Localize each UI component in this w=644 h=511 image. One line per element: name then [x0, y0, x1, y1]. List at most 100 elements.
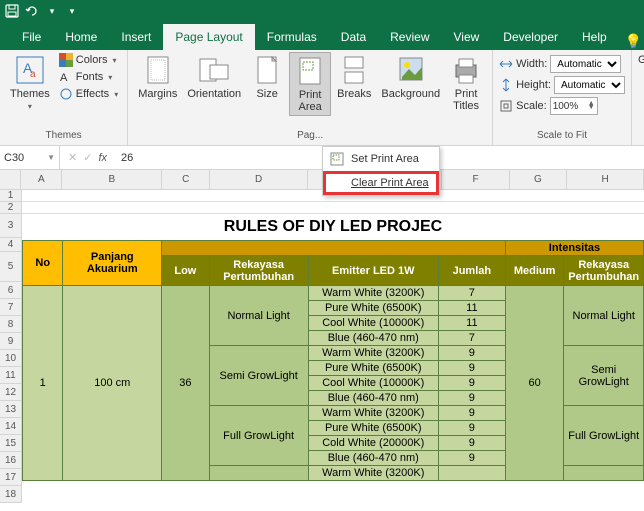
cell-emitter: Cold White (20000K) [308, 436, 438, 451]
col-header-h[interactable]: H [567, 170, 644, 190]
col-header-a[interactable]: A [21, 170, 62, 190]
name-box[interactable]: C30 ▼ [0, 146, 60, 169]
background-icon [395, 54, 427, 86]
select-all-corner[interactable] [0, 170, 21, 190]
row-header-16[interactable]: 16 [0, 452, 22, 469]
row-header-2[interactable]: 2 [0, 202, 22, 214]
row-header-12[interactable]: 12 [0, 384, 22, 401]
width-select[interactable]: Automatic [550, 55, 621, 73]
th-panjang: Panjang Akuarium [63, 241, 162, 286]
redo-icon[interactable]: ▾ [44, 3, 60, 19]
fonts-icon: A [59, 70, 73, 84]
width-row: Width: Automatic [499, 54, 625, 74]
tab-view[interactable]: View [442, 24, 492, 50]
name-box-dropdown-icon[interactable]: ▼ [47, 153, 55, 162]
tab-help[interactable]: Help [570, 24, 619, 50]
save-icon[interactable] [4, 3, 20, 19]
row-header-9[interactable]: 9 [0, 333, 22, 350]
tab-data[interactable]: Data [329, 24, 378, 50]
undo-icon[interactable] [24, 3, 40, 19]
row-header-18[interactable]: 18 [0, 486, 22, 503]
tab-developer[interactable]: Developer [491, 24, 570, 50]
tab-formulas[interactable]: Formulas [255, 24, 329, 50]
fx-icon[interactable]: fx [98, 152, 107, 164]
set-print-area-item[interactable]: Set Print Area [323, 147, 439, 171]
tell-me-icon[interactable]: 💡 [625, 33, 642, 50]
row-header-7[interactable]: 7 [0, 299, 22, 316]
th-rekayasa: Rekayasa Pertumbuhan [209, 256, 308, 286]
cell-emitter: Pure White (6500K) [308, 421, 438, 436]
width-icon [499, 57, 513, 71]
cell-growth-1: Semi GrowLight [209, 346, 308, 406]
tab-insert[interactable]: Insert [109, 24, 163, 50]
scale-spinbox[interactable]: 100%▲▼ [550, 97, 598, 115]
row-header-13[interactable]: 13 [0, 401, 22, 418]
data-table: RULES OF DIY LED PROJEC No Panjang Akuar… [22, 214, 644, 481]
print-area-button[interactable]: Print Area [289, 52, 331, 116]
cell-jumlah: 7 [438, 286, 505, 301]
row-header-6[interactable]: 6 [0, 282, 22, 299]
row-header-15[interactable]: 15 [0, 435, 22, 452]
cell-emitter: Cool White (10000K) [308, 376, 438, 391]
colors-button[interactable]: Colors▾ [56, 52, 121, 68]
col-header-d[interactable]: D [210, 170, 308, 190]
tab-file[interactable]: File [10, 24, 53, 50]
ribbon-group-sheet-options: Gridlin [632, 50, 644, 145]
col-header-g[interactable]: G [510, 170, 568, 190]
cell-growth2-2: Full GrowLight [564, 406, 644, 466]
size-icon [251, 54, 283, 86]
cancel-icon[interactable]: ✕ [68, 151, 77, 164]
enter-icon[interactable]: ✓ [83, 151, 92, 164]
cells-area[interactable]: RULES OF DIY LED PROJEC No Panjang Akuar… [22, 190, 644, 503]
cell-low: 36 [162, 286, 209, 481]
row-header-1[interactable]: 1 [0, 190, 22, 202]
col-header-b[interactable]: B [62, 170, 162, 190]
row-header-17[interactable]: 17 [0, 469, 22, 486]
cell-growth-3 [209, 466, 308, 481]
size-button[interactable]: Size [247, 52, 287, 102]
cell-jumlah: 9 [438, 391, 505, 406]
cell-growth2-0: Normal Light [564, 286, 644, 346]
cell-growth2-1: Semi GrowLight [564, 346, 644, 406]
orientation-icon [198, 54, 230, 86]
row-header-11[interactable]: 11 [0, 367, 22, 384]
margins-button[interactable]: Margins [134, 52, 181, 102]
fonts-button[interactable]: A Fonts▾ [56, 69, 121, 85]
ribbon-group-themes: Aa Themes ▾ Colors▾ A Fonts▾ [0, 50, 128, 145]
row-header-10[interactable]: 10 [0, 350, 22, 367]
th-medium: Medium [505, 256, 564, 286]
cell-emitter: Blue (460-470 nm) [308, 451, 438, 466]
row-header-4[interactable]: 4 [0, 238, 22, 252]
tab-page-layout[interactable]: Page Layout [163, 24, 254, 50]
row-header-8[interactable]: 8 [0, 316, 22, 333]
tab-review[interactable]: Review [378, 24, 441, 50]
tab-home[interactable]: Home [53, 24, 109, 50]
scale-row: Scale: 100%▲▼ [499, 96, 625, 116]
breaks-button[interactable]: Breaks [333, 52, 375, 102]
background-button[interactable]: Background [377, 52, 444, 102]
print-area-dropdown: Set Print Area Clear Print Area [322, 146, 440, 196]
print-titles-button[interactable]: Print Titles [446, 52, 486, 114]
row-header-3[interactable]: 3 [0, 214, 22, 238]
scale-icon [499, 99, 513, 113]
quick-access-toolbar: ▾ ▾ [4, 3, 80, 19]
th-jumlah: Jumlah [438, 256, 505, 286]
orientation-button[interactable]: Orientation [183, 52, 245, 102]
qat-customize-icon[interactable]: ▾ [64, 3, 80, 19]
formula-bar-buttons: ✕ ✓ fx [60, 151, 115, 164]
cell-jumlah: 9 [438, 436, 505, 451]
col-header-f[interactable]: F [442, 170, 509, 190]
cell-emitter: Warm White (3200K) [308, 406, 438, 421]
cell-emitter: Warm White (3200K) [308, 286, 438, 301]
themes-button[interactable]: Aa Themes ▾ [6, 52, 54, 113]
clear-print-area-item[interactable]: Clear Print Area [323, 171, 439, 195]
print-area-icon [294, 55, 326, 87]
cell-jumlah: 11 [438, 301, 505, 316]
row-header-14[interactable]: 14 [0, 418, 22, 435]
col-header-c[interactable]: C [162, 170, 210, 190]
row-header-5[interactable]: 5 [0, 252, 22, 282]
height-select[interactable]: Automatic [554, 76, 625, 94]
cell-emitter: Blue (460-470 nm) [308, 331, 438, 346]
svg-text:A: A [60, 72, 68, 84]
effects-button[interactable]: Effects▾ [56, 86, 121, 102]
